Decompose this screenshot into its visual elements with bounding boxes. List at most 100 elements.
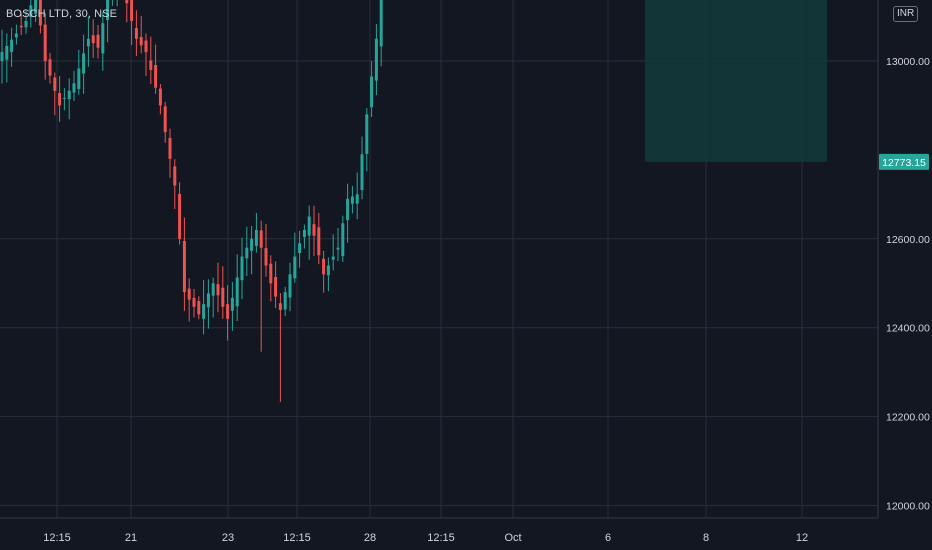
candle-body [77,68,81,90]
candle-body [298,243,302,254]
candle-body [168,137,172,159]
candle-body [173,166,177,186]
profit-target-zone[interactable] [645,0,827,162]
candle-body [5,45,9,60]
candle-body [365,114,369,154]
candle-body [341,223,345,257]
candle-body [91,35,95,44]
candle-body [38,0,42,26]
time-axis[interactable] [0,518,932,550]
candle-body [317,227,321,256]
candle-body [125,0,129,4]
grid [0,0,878,518]
currency-badge[interactable]: INR [893,6,919,22]
candle-body [331,256,335,260]
time-tick-label: Oct [504,532,521,544]
price-tick-label: 13000.00 [886,56,930,68]
candle-body [34,0,38,14]
candle-body [235,277,239,307]
candle-body [374,38,378,81]
price-label-target[interactable] [879,153,929,170]
candle-body [312,224,316,236]
candle-body [254,229,258,246]
candle-body [58,93,62,106]
candle-body [0,52,4,61]
candle-body [226,304,230,319]
candle-body [149,60,153,70]
candle-body [67,90,71,100]
candle-body [355,194,359,204]
candle-body [163,106,167,133]
candle-body [72,83,76,93]
candle-body [259,230,263,248]
candle-body [48,59,52,76]
candle-body [293,256,297,279]
candle-body [288,274,292,298]
time-tick-label: 12:15 [43,532,71,544]
candle-body [192,297,196,307]
candle-body [264,248,268,266]
candle-body [10,39,14,53]
candle-body [197,301,201,315]
candle-body [326,265,330,276]
candle-body [96,34,100,48]
time-tick-label: 12 [796,532,808,544]
candle-body [206,293,210,308]
candle-body [274,277,278,297]
symbol-title[interactable]: BOSCH LTD, 30, NSE [6,8,118,20]
candle-body [101,23,105,54]
time-tick-label: 12:15 [427,532,455,544]
candle-body [154,65,158,88]
candle-body [130,0,134,21]
price-tick-label: 12000.00 [886,501,930,513]
price-axis[interactable] [878,0,932,550]
candle-body [322,258,326,275]
candle-body [202,304,206,319]
candles [0,0,383,402]
candle-body [53,77,57,91]
candle-body [221,287,225,307]
candle-body [211,283,215,296]
candle-body [245,247,249,259]
candle-body [82,53,86,74]
candle-body [336,247,340,250]
candle-body [43,24,47,61]
candle-body [29,5,33,17]
price-label-text: 12773.15 [882,157,926,169]
candle-body [379,0,383,47]
candle-body [106,0,110,21]
price-tick-label: 12400.00 [886,323,930,335]
candle-body [24,20,28,28]
candle-body [19,25,23,28]
candle-body [307,216,311,236]
time-tick-label: 28 [364,532,376,544]
candle-body [134,28,138,39]
candle-body [62,97,66,99]
candle-body [269,263,273,284]
candle-body [302,229,306,238]
candle-body [139,36,143,46]
time-tick-label: 8 [703,532,709,544]
candle-body [187,288,191,300]
candle-body [230,297,234,311]
candle-body [240,256,244,281]
candle-body [278,303,282,310]
price-tick-label: 12600.00 [886,234,930,246]
candle-body [86,38,90,47]
candle-body [158,88,162,106]
time-tick-label: 12:15 [283,532,311,544]
candle-body [283,292,287,310]
candle-body [350,196,354,204]
time-tick-label: 6 [605,532,611,544]
candle-body [346,198,350,221]
candle-body [370,76,374,108]
candle-body [14,33,18,38]
time-tick-label: 21 [125,532,137,544]
candle-body [216,284,220,296]
candle-body [182,241,186,293]
price-tick-label: 12200.00 [886,412,930,424]
candle-body [360,154,364,190]
time-tick-label: 23 [222,532,234,544]
